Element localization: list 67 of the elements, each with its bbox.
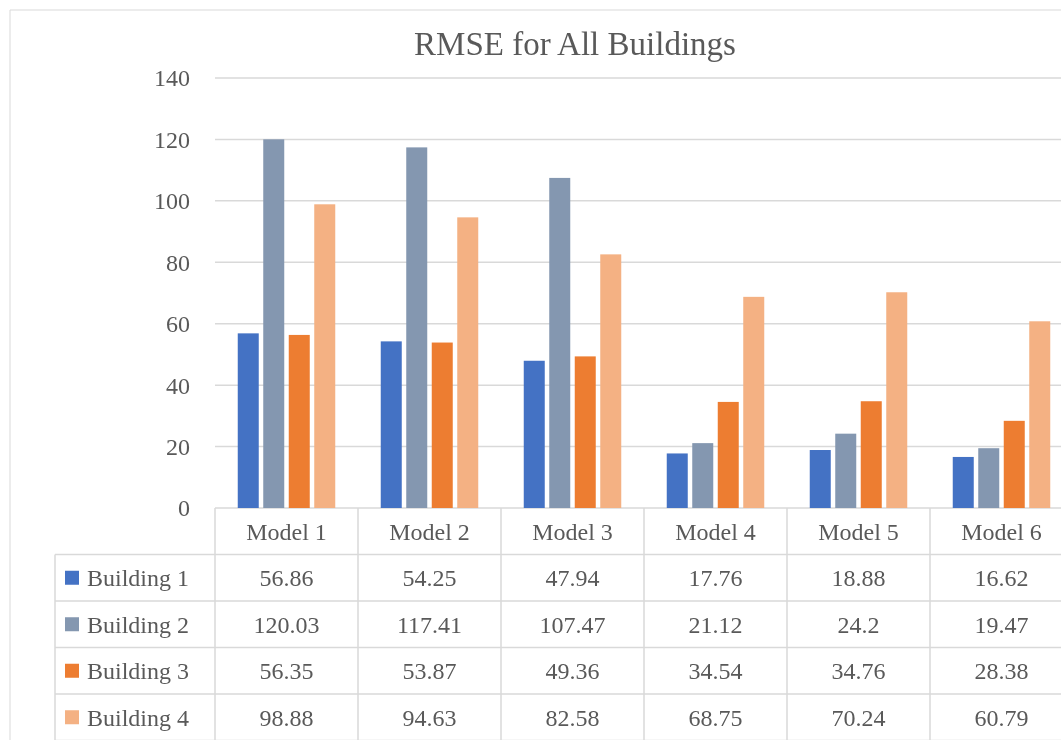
bar — [666, 453, 688, 508]
data-label: 120.03 — [253, 611, 320, 638]
bar — [743, 296, 765, 508]
y-tick-label: 60 — [166, 311, 190, 338]
data-label: 19.47 — [974, 611, 1029, 638]
data-label: 24.2 — [837, 611, 880, 638]
bar — [314, 204, 336, 508]
bar — [1029, 321, 1051, 508]
data-label: 53.87 — [402, 658, 457, 685]
data-label: 94.63 — [402, 704, 457, 731]
bar — [860, 401, 882, 508]
x-tick-label: Model 5 — [818, 518, 899, 545]
bar — [1003, 420, 1025, 508]
bar — [952, 456, 974, 508]
bar — [549, 177, 571, 508]
legend-label: Building 1 — [87, 565, 190, 592]
data-label: 107.47 — [539, 611, 606, 638]
bar — [406, 147, 428, 508]
x-tick-label: Model 2 — [389, 518, 470, 545]
data-label: 56.35 — [259, 658, 314, 685]
x-tick-label: Model 6 — [961, 518, 1042, 545]
legend-label: Building 3 — [87, 658, 190, 685]
x-tick-label: Model 1 — [246, 518, 327, 545]
bar — [457, 217, 479, 508]
legend-label: Building 4 — [87, 704, 190, 731]
data-label: 60.79 — [974, 704, 1029, 731]
bar — [523, 360, 545, 508]
data-label: 98.88 — [259, 704, 314, 731]
data-label: 28.38 — [974, 658, 1029, 685]
data-label: 49.36 — [545, 658, 600, 685]
data-label: 34.76 — [831, 658, 886, 685]
y-tick-label: 80 — [166, 249, 190, 276]
bar — [380, 341, 402, 508]
bar — [978, 448, 1000, 508]
data-label: 54.25 — [402, 565, 457, 592]
data-label: 16.62 — [974, 565, 1029, 592]
data-label: 18.88 — [831, 565, 886, 592]
bar — [692, 443, 714, 508]
bar — [809, 450, 831, 508]
chart-title: RMSE for All Buildings — [414, 26, 736, 62]
data-label: 17.76 — [688, 565, 743, 592]
data-label: 21.12 — [688, 611, 743, 638]
data-label: 68.75 — [688, 704, 743, 731]
bar — [431, 342, 453, 508]
bar — [835, 433, 857, 508]
bar — [717, 401, 739, 508]
bar — [263, 139, 285, 508]
y-tick-label: 20 — [166, 433, 190, 460]
data-label: 82.58 — [545, 704, 600, 731]
y-tick-label: 40 — [166, 372, 190, 399]
y-tick-label: 0 — [178, 495, 190, 522]
y-tick-label: 140 — [154, 65, 190, 92]
bar — [600, 254, 622, 508]
x-tick-label: Model 3 — [532, 518, 613, 545]
data-label: 34.54 — [688, 658, 743, 685]
bar — [288, 334, 310, 508]
bar — [886, 292, 908, 508]
x-tick-label: Model 4 — [675, 518, 756, 545]
data-label: 56.86 — [259, 565, 314, 592]
legend-label: Building 2 — [87, 611, 190, 638]
bar — [574, 356, 596, 508]
bar — [237, 333, 259, 508]
data-label: 47.94 — [545, 565, 600, 592]
y-tick-label: 100 — [154, 188, 190, 215]
data-label: 70.24 — [831, 704, 886, 731]
data-label: 117.41 — [396, 611, 463, 638]
y-tick-label: 120 — [154, 126, 190, 153]
